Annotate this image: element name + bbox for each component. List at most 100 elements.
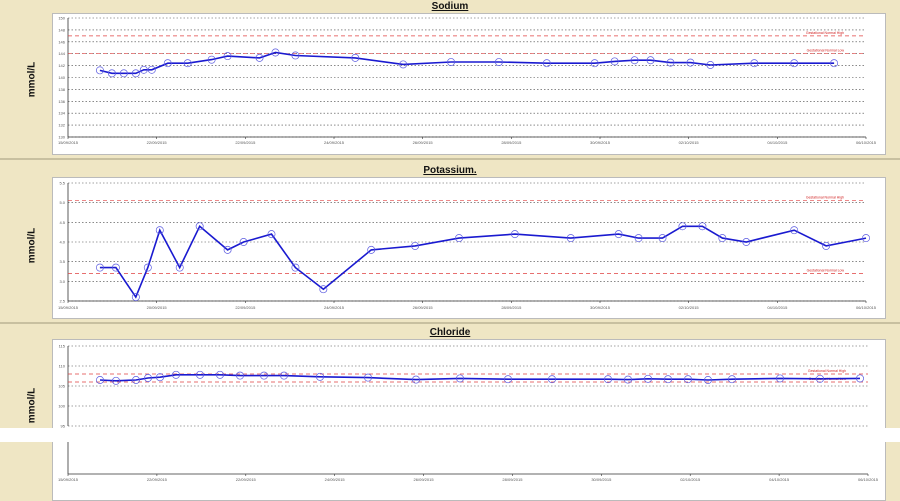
data-point [131,293,140,302]
y-tick-label: 150 [58,16,65,21]
x-tick-label: 22/09/2015 [235,305,256,310]
y-tick-label: 100 [58,404,65,409]
y-tick-label: 95 [61,424,66,429]
data-point [223,52,232,61]
y-tick-label: 146 [58,39,65,44]
data-point [163,59,172,68]
data-point [728,375,736,384]
data-point [351,53,360,62]
x-tick-label: 26/09/2015 [413,305,434,310]
data-point [590,59,599,68]
y-tick-label: 2.5 [59,299,65,304]
x-tick-label: 24/09/2015 [324,140,345,145]
data-point [624,375,632,384]
y-tick-label: 3.5 [59,259,65,264]
data-point [195,222,204,231]
data-point [399,60,408,69]
x-tick-label: 15/09/2015 [58,477,79,482]
data-point [658,234,667,243]
x-tick-label: 20/09/2015 [147,305,168,310]
potassium-chart: 5.5 5.0 4.5 4.0 3.5 3.0 2.515/09/2015 20/09/201… [58,181,877,311]
data-point [280,371,288,380]
data-point [542,59,551,68]
data-point [510,230,519,239]
x-tick-label: 06/10/2015 [856,305,877,310]
data-point [223,245,232,254]
sodium-title: Sodium [431,1,469,12]
data-point [494,58,503,66]
x-tick-label: 04/10/2015 [767,140,788,145]
data-point [107,69,116,78]
y-tick-label: 132 [58,123,65,128]
data-point [364,373,372,382]
data-point [144,374,152,382]
y-tick-label: 130 [58,135,65,140]
data-point [742,238,751,246]
x-tick-label: 26/09/2015 [414,477,435,482]
y-tick-label: 136 [58,99,65,104]
data-point [504,375,512,384]
y-tick-label: 5.5 [59,181,65,186]
x-tick-label: 28/09/2015 [501,140,522,145]
y-tick-label: 148 [58,27,65,32]
data-point [830,59,839,68]
y-tick-label: 3.0 [59,279,65,284]
x-tick-label: 04/10/2015 [769,477,790,482]
data-point [456,374,464,383]
data-point [447,58,455,66]
data-point [319,285,328,294]
x-tick-label: 02/10/2015 [679,305,700,310]
overlay-strip [0,428,900,442]
data-point [143,263,152,272]
data-point [207,55,216,64]
data-point [630,56,639,65]
data-point [614,230,623,239]
x-tick-label: 02/10/2015 [680,477,701,482]
x-tick-label: 30/09/2015 [590,140,611,145]
data-point [822,241,831,250]
y-tick-label: 144 [58,51,65,56]
data-point [175,263,184,272]
data-point [291,263,300,272]
data-point [566,234,575,243]
data-point [750,59,759,68]
data-point [678,222,687,231]
data-point [455,234,463,243]
y-tick-label: 115 [59,344,66,349]
data-point [112,376,120,385]
reference-line-label: Gestational Normal Low [807,268,845,272]
chloride-panel: Chloride mmol/L 115 110 105 100 95 15/09/2015… [0,324,900,501]
x-tick-label: 04/10/2015 [767,305,788,310]
data-point [155,226,164,235]
data-point [412,375,420,384]
data-point [255,53,264,62]
y-tick-label: 5.0 [59,200,65,205]
reference-line-label: Gestational Normal High [806,196,844,200]
data-point [790,59,799,68]
x-tick-label: 06/10/2015 [856,140,877,145]
data-point [706,61,715,69]
data-point [156,373,164,382]
sodium-plot-area [52,13,886,155]
data-point [790,226,799,235]
data-point [718,234,727,243]
x-tick-label: 06/10/2015 [858,477,879,482]
data-point [411,241,420,250]
x-tick-label: 22/09/2015 [147,140,168,145]
sodium-chart: 150 148 146 144 142 140 138 136 134 132 13015/09/2… [58,16,877,146]
potassium-panel: Potassium. mmol/L 5.5 5.0 4.5 4.0 3.5 3.0 2.5 1… [0,160,900,322]
y-tick-label: 140 [58,75,65,80]
series-line [99,373,861,382]
data-point [644,374,652,383]
data-point [147,65,156,74]
x-tick-label: 22/09/2015 [236,477,257,482]
x-tick-label: 30/09/2015 [591,477,612,482]
data-point [862,234,870,243]
data-point [183,59,192,68]
reference-line-label: Gestational Normal Low [807,49,845,53]
y-tick-label: 142 [58,63,65,68]
data-point [704,376,712,384]
y-tick-label: 4.0 [59,240,65,245]
x-tick-label: 22/09/2015 [147,477,168,482]
data-point [291,51,300,60]
